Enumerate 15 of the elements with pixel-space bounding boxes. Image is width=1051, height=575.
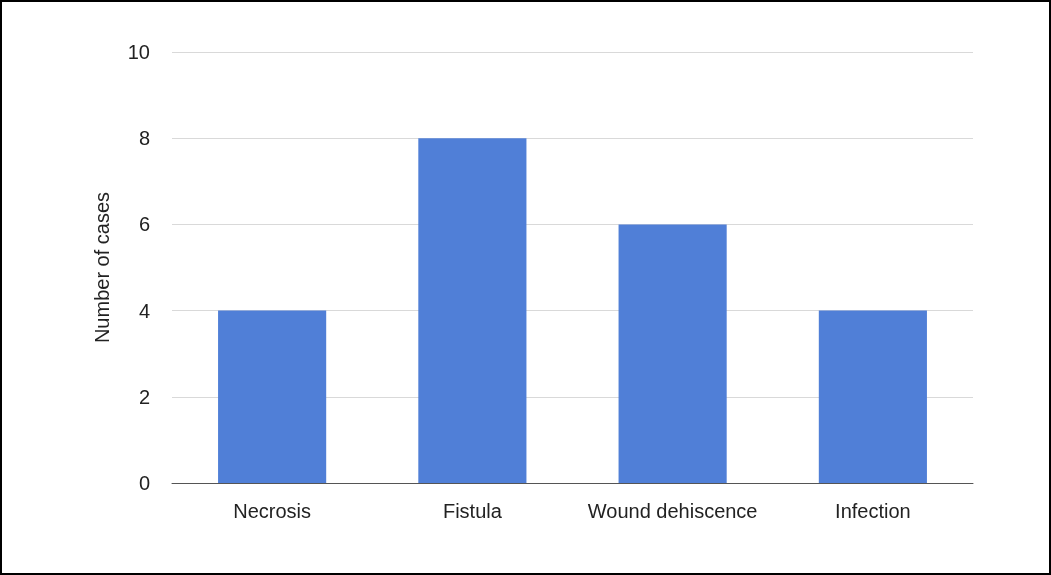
y-tick-label: 10 xyxy=(127,41,150,63)
y-tick-label: 6 xyxy=(138,213,150,236)
y-tick-label: 8 xyxy=(138,127,150,150)
y-axis-title: Number of cases xyxy=(91,191,113,344)
y-tick-label: 4 xyxy=(138,299,150,322)
x-tick-label: Fistula xyxy=(442,500,503,522)
bar xyxy=(618,224,727,483)
y-tick-label: 2 xyxy=(138,385,150,408)
bar xyxy=(418,138,527,483)
x-tick-label: Wound dehiscence xyxy=(587,500,758,522)
bar xyxy=(818,310,927,483)
y-tick-label: 0 xyxy=(138,472,150,494)
bar xyxy=(218,310,327,483)
x-tick-label: Infection xyxy=(835,500,911,522)
x-tick-label: Necrosis xyxy=(233,500,312,522)
